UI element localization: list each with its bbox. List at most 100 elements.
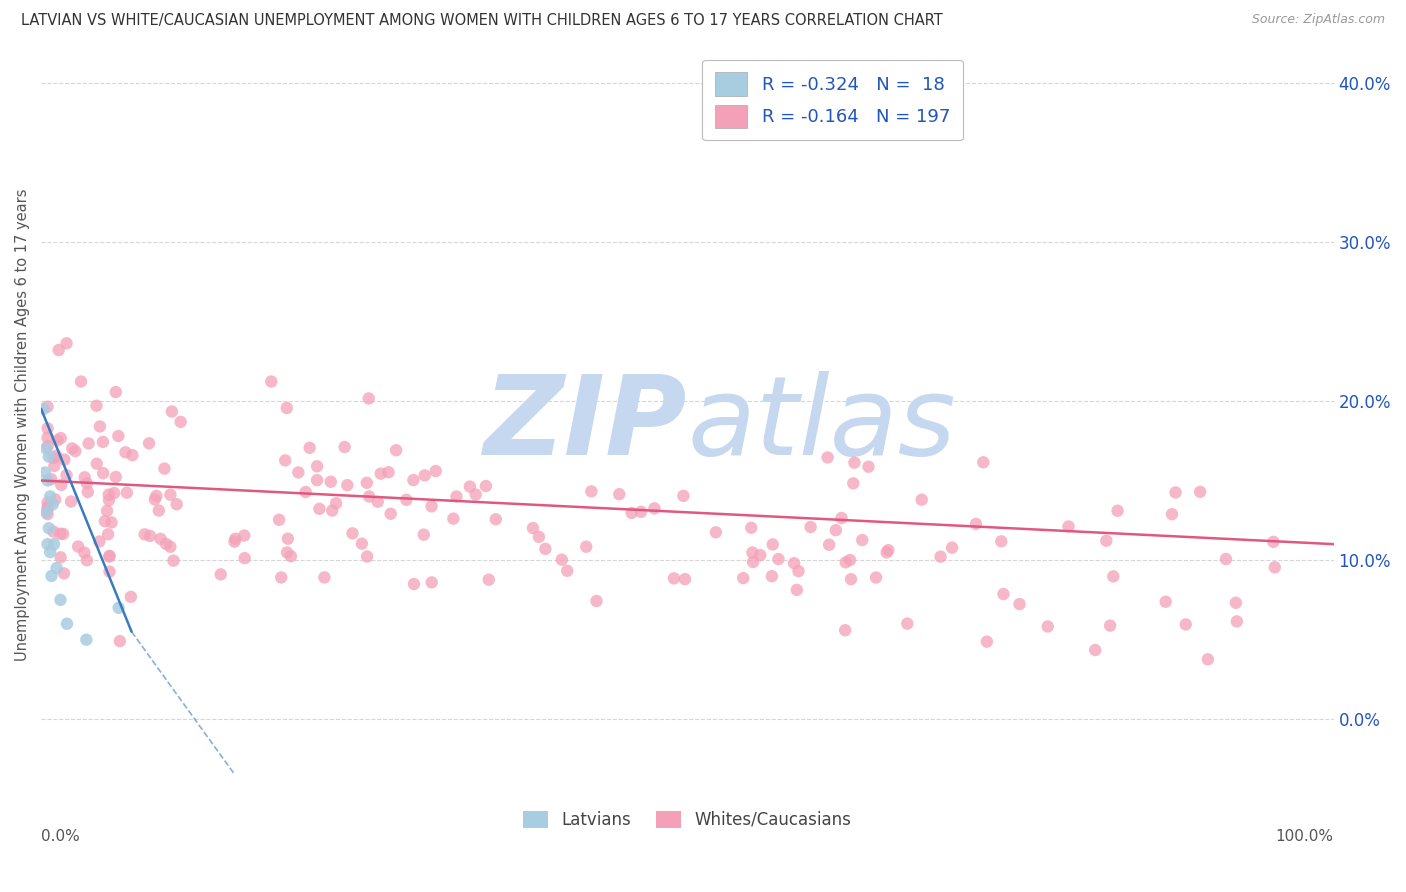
Point — [294, 485, 316, 500]
Point — [224, 534, 246, 549]
Point — [37, 474, 59, 488]
Point — [94, 514, 117, 528]
Point — [45, 449, 67, 463]
Point — [325, 496, 347, 510]
Point — [35, 442, 58, 456]
Point — [98, 549, 121, 563]
Point — [37, 400, 59, 414]
Point — [1084, 643, 1107, 657]
Point — [761, 569, 783, 583]
Point — [86, 457, 108, 471]
Point — [527, 530, 550, 544]
Point — [441, 511, 464, 525]
Point — [44, 458, 66, 473]
Point — [42, 497, 65, 511]
Point — [1226, 615, 1249, 629]
Point — [413, 468, 436, 483]
Point — [976, 634, 998, 648]
Point — [149, 532, 172, 546]
Point — [134, 527, 156, 541]
Point — [162, 554, 184, 568]
Point — [159, 488, 181, 502]
Point — [37, 500, 59, 514]
Text: ZIP: ZIP — [484, 371, 688, 478]
Point — [370, 467, 392, 481]
Point — [385, 443, 408, 458]
Point — [121, 448, 143, 462]
Point — [1161, 507, 1184, 521]
Point — [100, 516, 122, 530]
Point — [412, 527, 434, 541]
Point — [45, 561, 67, 575]
Point — [49, 592, 72, 607]
Point — [60, 494, 83, 508]
Point — [49, 526, 72, 541]
Point — [233, 551, 256, 566]
Point — [42, 537, 65, 551]
Point — [1057, 519, 1080, 533]
Point — [224, 532, 246, 546]
Point — [276, 401, 298, 415]
Point — [336, 478, 359, 492]
Point — [107, 429, 129, 443]
Point — [75, 632, 97, 647]
Point — [1174, 617, 1197, 632]
Point — [76, 553, 98, 567]
Point — [52, 527, 75, 541]
Point — [209, 567, 232, 582]
Point — [39, 545, 62, 559]
Point — [270, 570, 292, 584]
Point — [41, 569, 63, 583]
Point — [876, 545, 898, 559]
Point — [139, 529, 162, 543]
Point — [260, 375, 283, 389]
Point — [965, 516, 987, 531]
Point — [160, 404, 183, 418]
Point — [308, 501, 330, 516]
Point — [858, 459, 880, 474]
Point — [1095, 533, 1118, 548]
Point — [38, 521, 60, 535]
Point — [98, 549, 121, 564]
Point — [155, 537, 177, 551]
Point — [911, 492, 934, 507]
Point — [1102, 569, 1125, 583]
Point — [55, 336, 77, 351]
Point — [65, 444, 87, 458]
Point — [287, 466, 309, 480]
Point — [39, 472, 62, 486]
Point — [138, 436, 160, 450]
Point — [37, 502, 59, 516]
Point — [534, 541, 557, 556]
Point — [342, 526, 364, 541]
Point — [842, 476, 865, 491]
Point — [37, 439, 59, 453]
Point — [32, 401, 55, 416]
Point — [941, 541, 963, 555]
Point — [356, 549, 378, 564]
Point — [120, 590, 142, 604]
Point — [98, 565, 121, 579]
Point — [49, 431, 72, 445]
Point — [929, 549, 952, 564]
Point — [148, 503, 170, 517]
Point — [831, 511, 853, 525]
Point — [741, 545, 763, 559]
Point — [76, 476, 98, 491]
Point — [267, 513, 290, 527]
Point — [166, 497, 188, 511]
Point — [1263, 534, 1285, 549]
Point — [86, 399, 108, 413]
Point — [818, 538, 841, 552]
Point — [34, 466, 56, 480]
Point — [145, 489, 167, 503]
Point — [555, 564, 578, 578]
Point — [73, 470, 96, 484]
Point — [367, 494, 389, 508]
Point — [108, 634, 131, 648]
Text: 0.0%: 0.0% — [41, 829, 80, 844]
Point — [377, 465, 399, 479]
Point — [522, 521, 544, 535]
Point — [704, 525, 727, 540]
Point — [277, 532, 299, 546]
